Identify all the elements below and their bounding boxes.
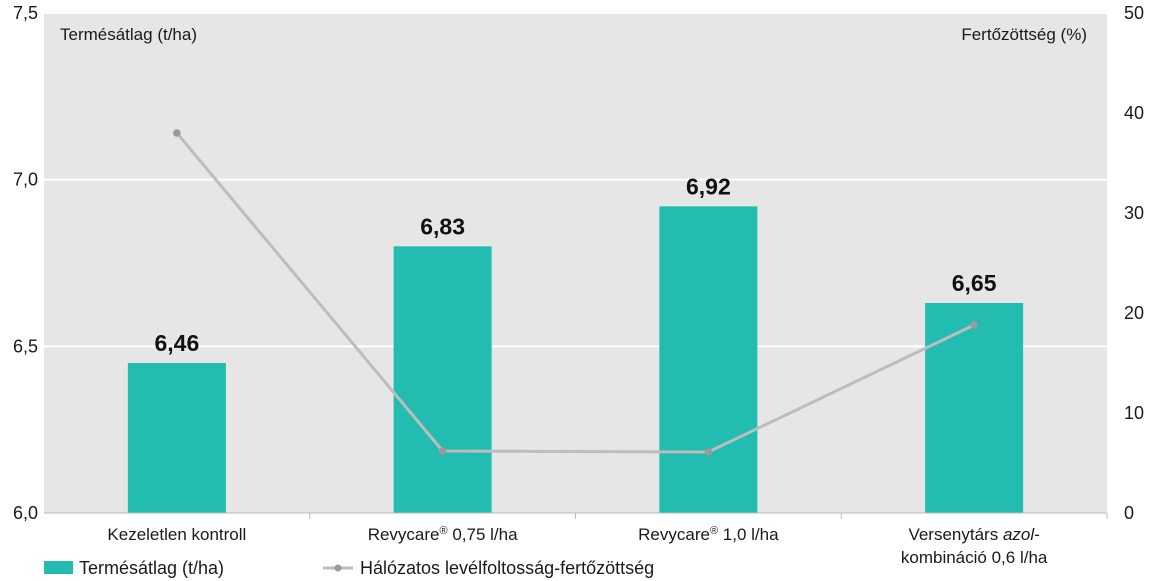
y-axis-left-label: Termésátlag (t/ha)	[60, 25, 197, 44]
x-category-label: Versenytárs azol-kombináció 0,6 l/ha	[901, 525, 1048, 567]
y-axis-right-label: Fertőzöttség (%)	[961, 25, 1087, 44]
bar	[925, 303, 1024, 513]
legend-line-marker	[334, 564, 342, 572]
legend-bar-label: Termésátlag (t/ha)	[79, 558, 224, 578]
y-tick-left: 7,0	[13, 170, 38, 190]
line-point	[173, 129, 181, 137]
line-point	[438, 447, 447, 455]
x-category-label: Revycare® 1,0 l/ha	[638, 525, 779, 544]
y-tick-right: 10	[1124, 403, 1144, 423]
legend-bar-swatch	[44, 561, 73, 574]
bar-data-label: 6,83	[420, 213, 465, 239]
series-line	[175, 132, 975, 454]
legend-line-label: Hálózatos levélfoltosság-fertőzöttség	[360, 558, 654, 578]
bar-data-label: 6,65	[952, 270, 997, 296]
legend: Termésátlag (t/ha) Hálózatos levélfoltos…	[44, 558, 654, 578]
y-tick-left: 7,5	[13, 3, 38, 23]
line-point	[704, 448, 713, 456]
bar	[659, 206, 758, 514]
x-category-label: Revycare® 0,75 l/ha	[368, 525, 518, 544]
bar	[127, 363, 226, 513]
y-tick-left: 6,0	[13, 503, 38, 523]
bar-data-label: 6,92	[686, 173, 731, 199]
y-tick-right: 20	[1124, 303, 1144, 323]
y-tick-left: 6,5	[13, 336, 38, 356]
y-tick-right: 30	[1124, 203, 1144, 223]
y-tick-right: 50	[1124, 3, 1144, 23]
x-category-label: Kezeletlen kontroll	[107, 525, 246, 544]
y-tick-right: 0	[1124, 503, 1134, 523]
line-point	[970, 321, 978, 329]
y-tick-right: 40	[1124, 103, 1144, 123]
bar	[393, 246, 492, 514]
bar-data-label: 6,46	[154, 330, 199, 356]
